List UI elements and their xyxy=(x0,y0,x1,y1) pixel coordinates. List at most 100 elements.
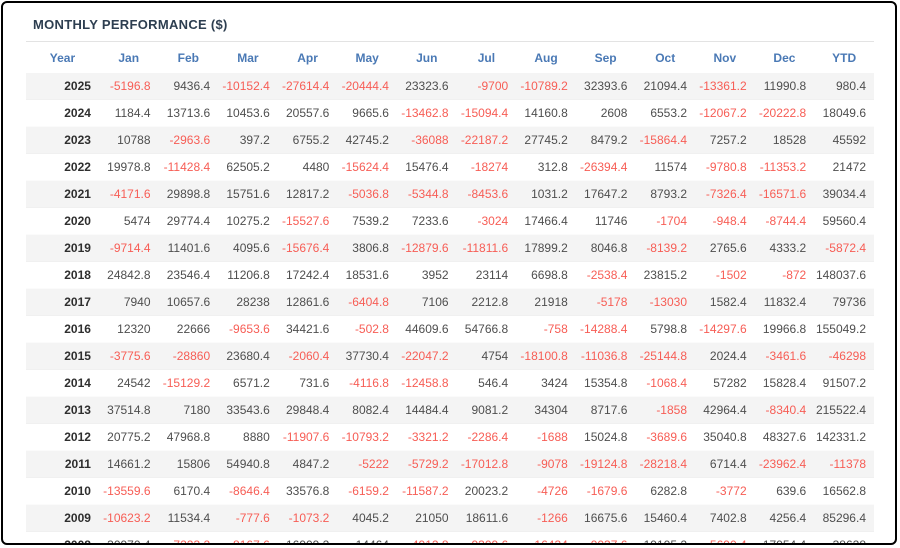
column-header-mar[interactable]: Mar xyxy=(237,51,259,65)
month-cell-jan: 10788 xyxy=(117,133,151,147)
month-cell-nov: -1502 xyxy=(715,268,747,282)
column-header-nov[interactable]: Nov xyxy=(713,51,737,65)
month-cell-mar: 15751.6 xyxy=(226,187,270,201)
ytd-cell: -46298 xyxy=(828,349,866,363)
ytd-cell: 85296.4 xyxy=(822,511,866,525)
table-row-2015: 2015 -3775.6 -28860 23680.4 -2060.4 37730.4 -2… xyxy=(26,342,874,370)
column-header-aug[interactable]: Aug xyxy=(534,51,558,65)
month-cell-apr: -15676.4 xyxy=(281,241,330,255)
month-cell-feb: -11428.4 xyxy=(163,160,211,174)
month-cell-jan: -3775.6 xyxy=(109,349,151,363)
year-cell: 2009 xyxy=(64,511,91,525)
month-cell-may: -5222 xyxy=(358,457,389,471)
month-cell-dec: 48327.6 xyxy=(762,430,807,444)
column-header-oct[interactable]: Oct xyxy=(655,51,676,65)
month-cell-oct: -15864.4 xyxy=(639,133,688,147)
year-cell: 2014 xyxy=(64,376,91,390)
month-cell-feb: 47968.8 xyxy=(166,430,211,444)
month-cell-aug: 312.8 xyxy=(537,160,568,174)
month-cell-nov: 57282 xyxy=(713,376,747,390)
table-row-2008: 2008 30970.4 -7223.2 -8167.6 16909.2 14464 -49… xyxy=(26,532,874,545)
month-cell-jul: 18611.6 xyxy=(465,511,509,525)
column-header-dec[interactable]: Dec xyxy=(773,51,796,65)
month-cell-apr: 12817.2 xyxy=(285,187,330,201)
month-cell-jun: 23323.6 xyxy=(405,79,449,93)
column-header-ytd[interactable]: YTD xyxy=(832,51,857,65)
column-header-jun[interactable]: Jun xyxy=(416,51,438,65)
month-cell-feb: 13713.6 xyxy=(166,106,211,120)
table-row-2021: 2021 -4171.6 29898.8 15751.6 12817.2 -5036.8 -… xyxy=(26,180,874,208)
month-cell-oct: -28218.4 xyxy=(639,457,688,471)
table-row-2018: 2018 24842.8 23546.4 11206.8 17242.4 18531.6 3… xyxy=(26,262,874,289)
month-cell-jul: 9081.2 xyxy=(471,403,509,417)
table-row-2012: 2012 20775.2 47968.8 8880 -11907.6 -10793.2 -3… xyxy=(26,424,874,451)
month-cell-oct: 6282.8 xyxy=(650,484,688,498)
month-cell-jul: -9700 xyxy=(477,79,509,93)
month-cell-jul: -8453.6 xyxy=(467,187,509,201)
month-cell-apr: 4480 xyxy=(302,160,330,174)
month-cell-jun: 21050 xyxy=(415,511,449,525)
month-cell-jan: -4171.6 xyxy=(109,187,151,201)
month-cell-jun: -12458.8 xyxy=(401,376,449,390)
table-row-2010: 2010 -13559.6 6170.4 -8646.4 33576.8 -6159.2-… xyxy=(26,478,874,505)
column-header-jan[interactable]: Jan xyxy=(118,51,140,65)
month-cell-feb: 29774.4 xyxy=(166,214,211,228)
month-cell-apr: 17242.4 xyxy=(285,268,330,282)
month-cell-feb: 9436.4 xyxy=(173,79,211,93)
column-header-jul[interactable]: Jul xyxy=(477,51,496,65)
year-cell: 2016 xyxy=(64,322,91,336)
month-cell-aug: 21918 xyxy=(534,295,568,309)
month-cell-sep: 15354.8 xyxy=(584,376,628,390)
table-row-2014: 2014 24542 -15129.2 6571.2 731.6 -4116.8 -1245… xyxy=(26,370,874,397)
column-header-feb[interactable]: Feb xyxy=(177,51,199,65)
table-row-2016: 2016 12320 22666 -9653.6 34421.6 -502.8 44609.… xyxy=(26,316,874,343)
month-cell-jul: -11811.6 xyxy=(462,241,509,255)
ytd-cell: -5872.4 xyxy=(825,241,866,255)
month-cell-may: -6159.2 xyxy=(348,484,389,498)
table-row-2020: 2020 5474 29774.4 10275.2 -15527.6 7539.2 7233… xyxy=(26,208,874,235)
month-cell-mar: 54940.8 xyxy=(226,457,270,471)
month-cell-nov: 7257.2 xyxy=(709,133,747,147)
header-row: Year Jan Feb Mar Apr May Jun Jul Aug Sep Oct Nov Dec… xyxy=(26,42,874,73)
year-cell: 2017 xyxy=(64,295,91,309)
month-cell-apr: 6755.2 xyxy=(292,133,330,147)
month-cell-sep: 15024.8 xyxy=(584,430,628,444)
column-header-sep[interactable]: Sep xyxy=(594,51,617,65)
month-cell-may: 3806.8 xyxy=(352,241,389,255)
month-cell-nov: 2024.4 xyxy=(709,349,747,363)
month-cell-mar: 11206.8 xyxy=(227,268,270,282)
month-cell-jan: 24842.8 xyxy=(107,268,151,282)
month-cell-sep: -5178 xyxy=(596,295,628,309)
month-cell-jul: -2286.4 xyxy=(467,430,509,444)
month-cell-sep: -1679.6 xyxy=(586,484,628,498)
month-cell-oct: 5798.8 xyxy=(650,322,688,336)
month-cell-may: -20444.4 xyxy=(341,79,389,93)
month-cell-sep: 11746 xyxy=(594,214,628,228)
table-header: Year Jan Feb Mar Apr May Jun Jul Aug Sep Oct Nov Dec… xyxy=(26,42,874,73)
month-cell-apr: 34421.6 xyxy=(285,322,330,336)
month-cell-nov: 7402.8 xyxy=(709,511,747,525)
month-cell-jul: 54766.8 xyxy=(464,322,509,336)
month-cell-jul: -15094.4 xyxy=(460,106,509,120)
month-cell-aug: -758 xyxy=(543,322,568,336)
column-header-year[interactable]: Year xyxy=(49,51,76,65)
month-cell-mar: -8167.6 xyxy=(229,538,270,545)
month-cell-mar: 6571.2 xyxy=(233,376,270,390)
month-cell-feb: -15129.2 xyxy=(162,376,211,390)
month-cell-may: 18531.6 xyxy=(345,268,389,282)
month-cell-sep: -14288.4 xyxy=(580,322,628,336)
month-cell-may: 8082.4 xyxy=(352,403,389,417)
month-cell-dec: -23962.4 xyxy=(758,457,807,471)
month-cell-sep: -9037.6 xyxy=(586,538,628,545)
month-cell-jan: 5474 xyxy=(123,214,151,228)
month-cell-aug: -16434 xyxy=(530,538,568,545)
ytd-cell: 38628 xyxy=(832,538,866,545)
month-cell-nov: -948.4 xyxy=(712,214,747,228)
month-cell-dec: -872 xyxy=(782,268,807,282)
column-header-may[interactable]: May xyxy=(355,51,379,65)
month-cell-jun: -13462.8 xyxy=(401,106,449,120)
column-header-apr[interactable]: Apr xyxy=(297,51,318,65)
month-cell-aug: 17466.4 xyxy=(524,214,568,228)
month-cell-may: 37730.4 xyxy=(345,349,389,363)
